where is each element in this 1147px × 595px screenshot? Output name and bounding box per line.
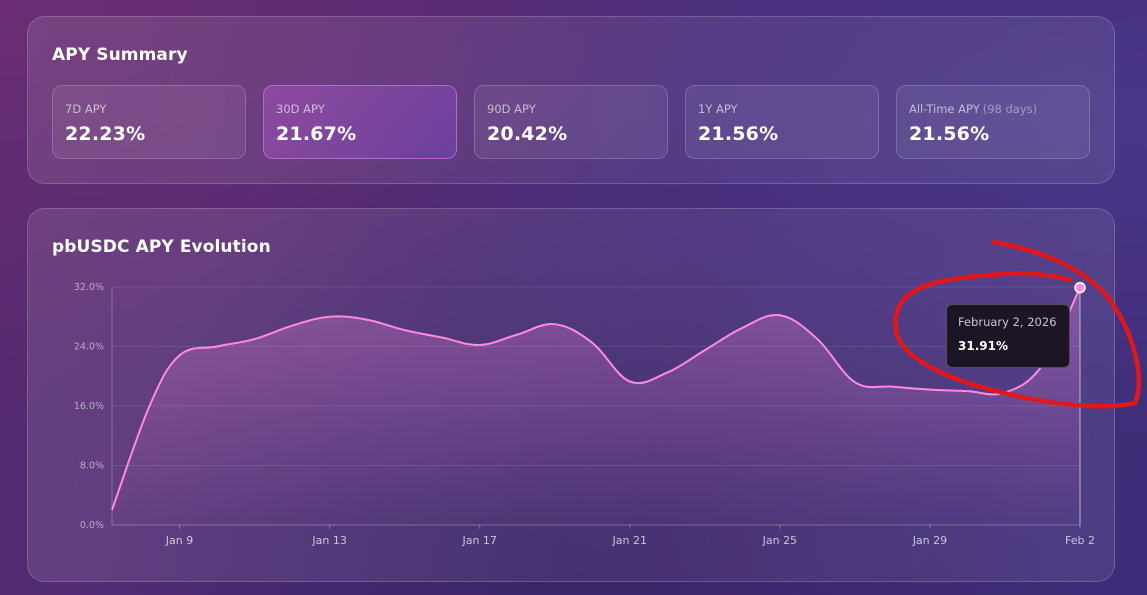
apy-card-1y[interactable]: 1Y APY 21.56% — [685, 85, 879, 159]
x-tick-label: Feb 2 — [1065, 534, 1095, 547]
tooltip-date: February 2, 2026 — [958, 315, 1057, 329]
x-tick-label: Jan 17 — [461, 534, 496, 547]
card-sublabel: (98 days) — [982, 102, 1038, 116]
y-tick-label: 0.0% — [80, 520, 104, 531]
card-label: 1Y APY — [698, 102, 738, 116]
card-value: 21.67% — [276, 123, 357, 145]
apy-card-all-time[interactable]: All-Time APY (98 days) 21.56% — [896, 85, 1090, 159]
chart-tooltip: February 2, 2026 31.91% — [946, 304, 1070, 368]
y-tick-label: 32.0% — [74, 282, 104, 293]
y-tick-label: 24.0% — [74, 342, 104, 353]
y-tick-label: 16.0% — [74, 401, 104, 412]
hover-point — [1074, 281, 1086, 294]
y-tick-label: 8.0% — [80, 461, 104, 472]
x-tick-label: Jan 13 — [311, 534, 346, 547]
apy-card-7d[interactable]: 7D APY 22.23% — [52, 85, 246, 159]
x-tick-label: Jan 25 — [762, 534, 797, 547]
x-tick-label: Jan 29 — [912, 534, 947, 547]
card-value: 21.56% — [909, 123, 990, 145]
tooltip-value: 31.91% — [958, 339, 1008, 353]
apy-card-90d[interactable]: 90D APY 20.42% — [474, 85, 668, 159]
apy-summary-panel: APY Summary 7D APY 22.23% 30D APY 21.67%… — [27, 16, 1115, 184]
apy-cards: 7D APY 22.23% 30D APY 21.67% 90D APY 20.… — [52, 85, 1090, 159]
card-label: 90D APY — [487, 102, 536, 116]
card-value: 21.56% — [698, 123, 779, 145]
chart-title: pbUSDC APY Evolution — [52, 237, 271, 257]
card-label: 30D APY — [276, 102, 325, 116]
x-tick-label: Jan 21 — [612, 534, 647, 547]
card-value: 20.42% — [487, 123, 568, 145]
card-label: 7D APY — [65, 102, 107, 116]
card-value: 22.23% — [65, 123, 146, 145]
x-tick-label: Jan 9 — [165, 534, 193, 547]
card-label: All-Time APY — [909, 102, 980, 116]
apy-summary-title: APY Summary — [52, 45, 188, 65]
apy-card-30d[interactable]: 30D APY 21.67% — [263, 85, 457, 159]
apy-area — [112, 287, 1080, 525]
